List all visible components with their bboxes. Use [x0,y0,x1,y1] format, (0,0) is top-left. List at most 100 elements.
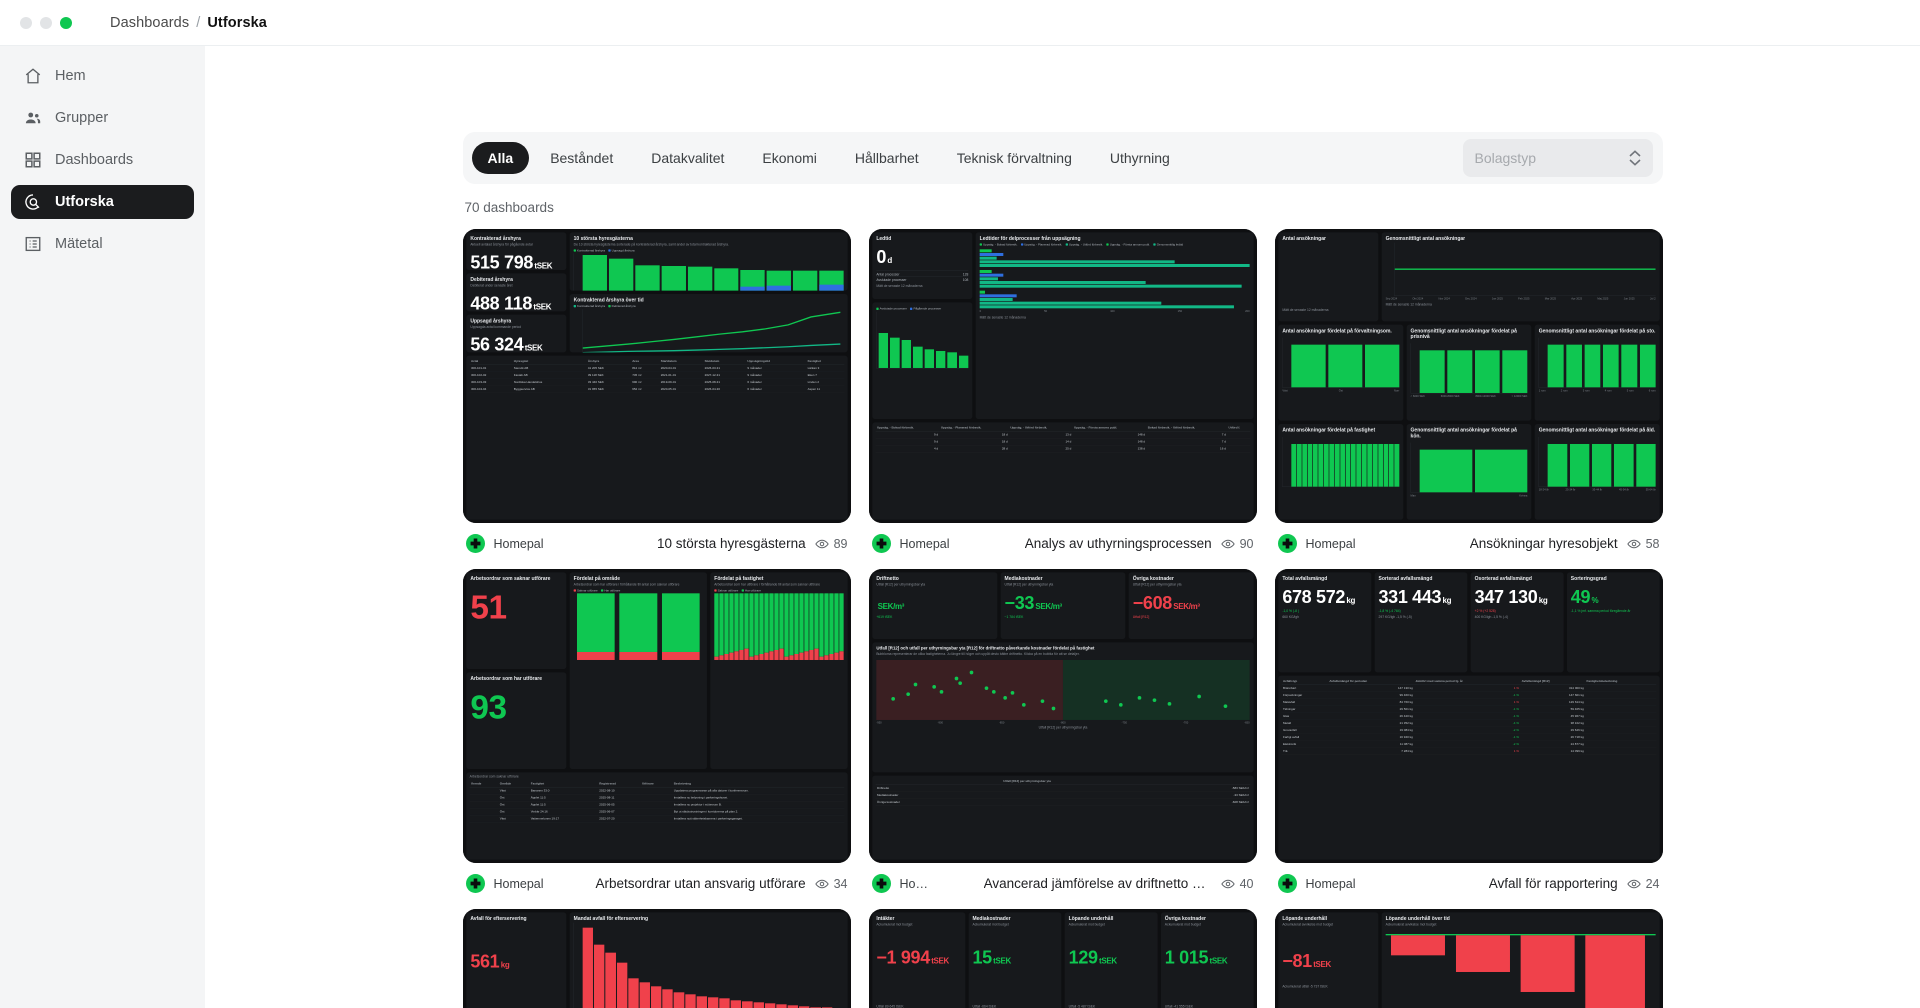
scatter-point [1021,703,1026,707]
bar [1301,443,1307,487]
sidebar-item-grupper[interactable]: Grupper [11,101,194,135]
bar-chart [573,253,844,291]
axis-tick: -900 [937,721,943,725]
tab-alla[interactable]: Alla [471,142,530,174]
dashboard-card[interactable]: Kontrakterad årshyra Aktuell avtalad års… [462,229,851,553]
table-cell: Farligt avfall [1281,733,1328,741]
dashboard-thumbnail[interactable]: Ledtid 0d Antal processer 128 Avslutade p… [868,229,1257,523]
scatter-point [1103,699,1108,704]
table-cell: 148 d [1072,438,1146,446]
panel-title: Genomsnittligt antal ansökningar [1385,235,1465,242]
dashboard-card[interactable]: Total avfallsmängd 678 572kg -1,0 % (-8 ) 6… [1274,569,1663,893]
dashboard-thumbnail[interactable]: Total avfallsmängd 678 572kg -1,0 % (-8 ) 6… [1274,569,1663,863]
sidebar-item-matetal[interactable]: Mätetal [11,227,194,261]
panel-subtitle: Ackumulerat mot budget [1164,922,1201,927]
tab-hallbarhet[interactable]: Hållbarhet [854,150,919,166]
bar-segment-green [768,593,774,652]
dashboard-card[interactable]: Avfall för efterservering 561kg Mandat a… [462,909,851,1008]
kpi-note: 660 KG/lgh [1281,615,1299,619]
bar-segment-green [778,593,784,649]
table-cell: 300-103-03 [469,378,512,386]
dashboard-card[interactable]: Intäkter Ackumulerat mot budget −1 994tSEK… [868,909,1257,1008]
close-dot[interactable] [20,16,32,29]
breadcrumb-parent[interactable]: Dashboards [110,14,190,31]
dashboard-thumbnail[interactable]: Intäkter Ackumulerat mot budget −1 994tSEK… [868,909,1257,1008]
bar-segment-green [828,593,834,654]
axis-tick: Kvinna [1518,493,1527,497]
bar-segment-green [798,593,804,653]
home-icon [24,67,42,85]
table-row: Tidningar 29 501 kg -1 % 59 405 kg [1281,705,1656,713]
tab-ekonomi[interactable]: Ekonomi [762,150,817,166]
table-cell [1584,684,1656,692]
table-header-cell: Uppsäg. - Planerad förbesik. [939,424,1009,432]
dashboard-card[interactable]: Driftnetto Utfall [R12] per uthyrningsba… [868,569,1257,893]
axis-tick: 150 [1177,309,1182,313]
stacked-bar [798,593,804,660]
chart-panel: Genomsnittligt antal ansökningar fördela… [1534,423,1660,520]
dashboard-thumbnail[interactable]: Arbetsordrar som saknar utförare 51 Arbe… [462,569,851,863]
bar-segment-green [823,593,829,656]
stacked-bar [793,593,799,660]
data-table: Uppsäg. - Bokad förbesik. Uppsäg. - Plane… [875,424,1250,453]
dashboard-thumbnail[interactable]: Driftnetto Utfall [R12] per uthyrningsba… [868,569,1257,863]
panel-title: Fördelat på område [573,575,620,582]
table-cell: -2 % [1413,726,1520,734]
dashboard-thumbnail[interactable]: Avfall för efterservering 561kg Mandat a… [462,909,851,1008]
kpi-panel: Intäkter Ackumulerat mot budget −1 994tSEK… [871,912,965,1008]
stacked-bar [813,593,819,660]
bar [979,269,992,273]
card-footer: Homepal Avfall för rapportering 24 [1275,863,1663,893]
bar-segment-green [788,593,794,656]
window-controls[interactable] [20,16,72,29]
dashboard-thumbnail[interactable]: Löpande underhåll Ackumulerat avvikelse … [1274,909,1663,1008]
card-footer: Homepal Arbetsordrar utan ansvarig utför… [463,863,851,893]
tab-datakvalitet[interactable]: Datakvalitet [651,150,725,166]
bolagstyp-select[interactable]: Bolagstyp [1462,139,1653,177]
table-cell: 9 d [875,431,940,439]
tab-bestandet[interactable]: Beståndet [550,150,614,166]
bar [1327,344,1362,388]
kpi-delta: -1,1 % jmf. samma period föregående år [1570,609,1630,613]
table-cell: Öst [497,800,529,809]
bar [979,277,998,281]
table-cell: Driftnetto [875,784,1002,792]
stacked-bar [748,593,754,660]
chart-axis: Man Kvinna [1410,494,1527,497]
bar-chart [1538,436,1656,487]
axis-tick: Väst [1281,389,1288,393]
sidebar-item-dashboards[interactable]: Dashboards [11,143,194,177]
view-count: 89 [814,537,848,551]
minimize-dot[interactable] [40,16,52,29]
dashboard-thumbnail[interactable]: Kontrakterad årshyra Aktuell avtalad års… [462,229,851,523]
data-table: Utfall [R12] per uthyrningsbar yta Drift… [875,777,1250,806]
sidebar-item-hem[interactable]: Hem [11,59,194,93]
dashboard-card[interactable]: Antal ansökningar Mätt de senaste 12 mån… [1274,229,1663,553]
table-header-cell: Area [630,357,659,365]
maximize-dot[interactable] [60,16,72,29]
card-footer: Homepal Analys av uthyrningsprocessen 90 [869,523,1257,553]
bar [1366,443,1372,487]
table-header-row: Utfall [R12] per uthyrningsbar yta [875,777,1250,785]
dashboard-card[interactable]: Löpande underhåll Ackumulerat avvikelse … [1274,909,1663,1008]
table-cell: Metall [1281,719,1328,727]
dashboard-card[interactable]: Arbetsordrar som saknar utförare 51 Arbe… [462,569,851,893]
tab-teknisk-forvaltning[interactable]: Teknisk förvaltning [956,150,1072,166]
axis-tick: Norr [1393,389,1399,393]
panel-subtitle: Utfall [R12] per uthyrningsbar yta [1004,582,1053,587]
dashboard-card[interactable]: Ledtid 0d Antal processer 128 Avslutade p… [868,229,1257,553]
bar-segment-green [713,593,719,657]
bar [661,989,673,1008]
sidebar: Hem Grupper Dashboards Utforska Mätetal [0,46,205,1008]
data-table: Ärende Område Fastighet Registrerad Utförare… [469,780,844,823]
bar-segment-red [768,651,774,660]
sidebar-item-utforska[interactable]: Utforska [11,185,194,219]
table-row: 4 d 28 d 25 d 138 d 16 d [875,445,1250,453]
dashboard-thumbnail[interactable]: Antal ansökningar Mätt de senaste 12 mån… [1274,229,1663,523]
bar-segment-red [798,652,804,660]
kpi-value: 15tSEK [971,947,1011,968]
eye-icon [814,539,829,548]
tab-uthyrning[interactable]: Uthyrning [1109,150,1170,166]
chart-legend: Saknar utförare Har utförare [573,588,702,592]
table-row: 300-104-04 Byggservice AB 31 955 SEK 652 m²… [469,385,844,393]
